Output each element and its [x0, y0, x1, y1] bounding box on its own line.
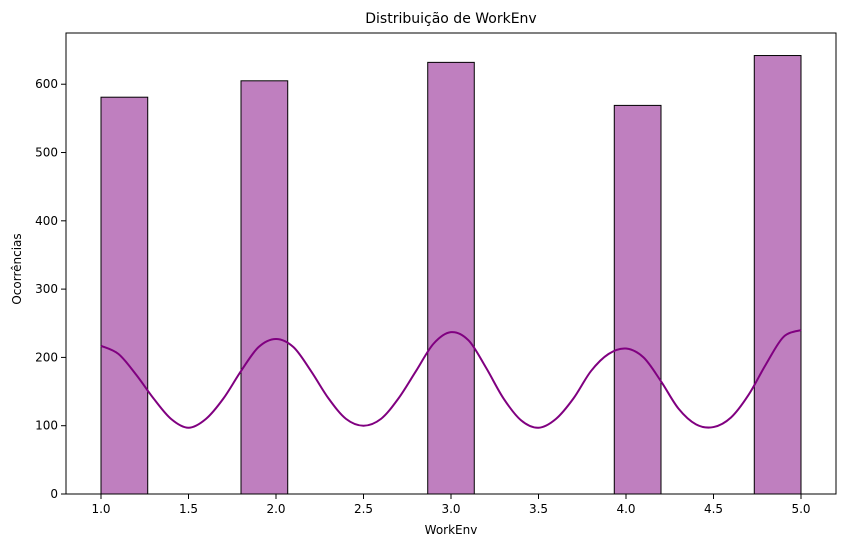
- x-tick-label: 2.0: [266, 502, 285, 516]
- histogram-bar-2: [240, 80, 289, 495]
- y-tick-label: 300: [35, 282, 58, 296]
- y-axis-ticks: 0 100 200 300 400 500 600: [35, 77, 66, 501]
- y-tick-label: 200: [35, 350, 58, 364]
- x-axis-label: WorkEnv: [425, 523, 478, 537]
- y-tick-label: 0: [50, 487, 58, 501]
- x-tick-label: 1.0: [91, 502, 110, 516]
- histogram-bar-1: [100, 96, 149, 495]
- histogram-bar-3: [427, 61, 475, 495]
- x-tick-label: 3.0: [441, 502, 460, 516]
- y-tick-label: 500: [35, 146, 58, 160]
- y-axis-label: Ocorrências: [10, 233, 24, 304]
- histogram-bar-5: [753, 55, 802, 495]
- x-tick-label: 3.5: [529, 502, 548, 516]
- y-tick-label: 400: [35, 214, 58, 228]
- y-tick-label: 600: [35, 77, 58, 91]
- x-tick-label: 1.5: [179, 502, 198, 516]
- chart-title: Distribuição de WorkEnv: [365, 11, 536, 27]
- kde-line: [100, 329, 802, 429]
- x-tick-label: 4.5: [704, 502, 723, 516]
- x-tick-label: 5.0: [791, 502, 810, 516]
- x-axis-ticks: 1.0 1.5 2.0 2.5 3.0 3.5 4.0 4.5 5.0: [91, 494, 811, 516]
- x-tick-label: 4.0: [616, 502, 635, 516]
- x-tick-label: 2.5: [354, 502, 373, 516]
- y-tick-label: 100: [35, 419, 58, 433]
- histogram-bar-4: [613, 104, 662, 495]
- histogram-bars: [100, 55, 802, 495]
